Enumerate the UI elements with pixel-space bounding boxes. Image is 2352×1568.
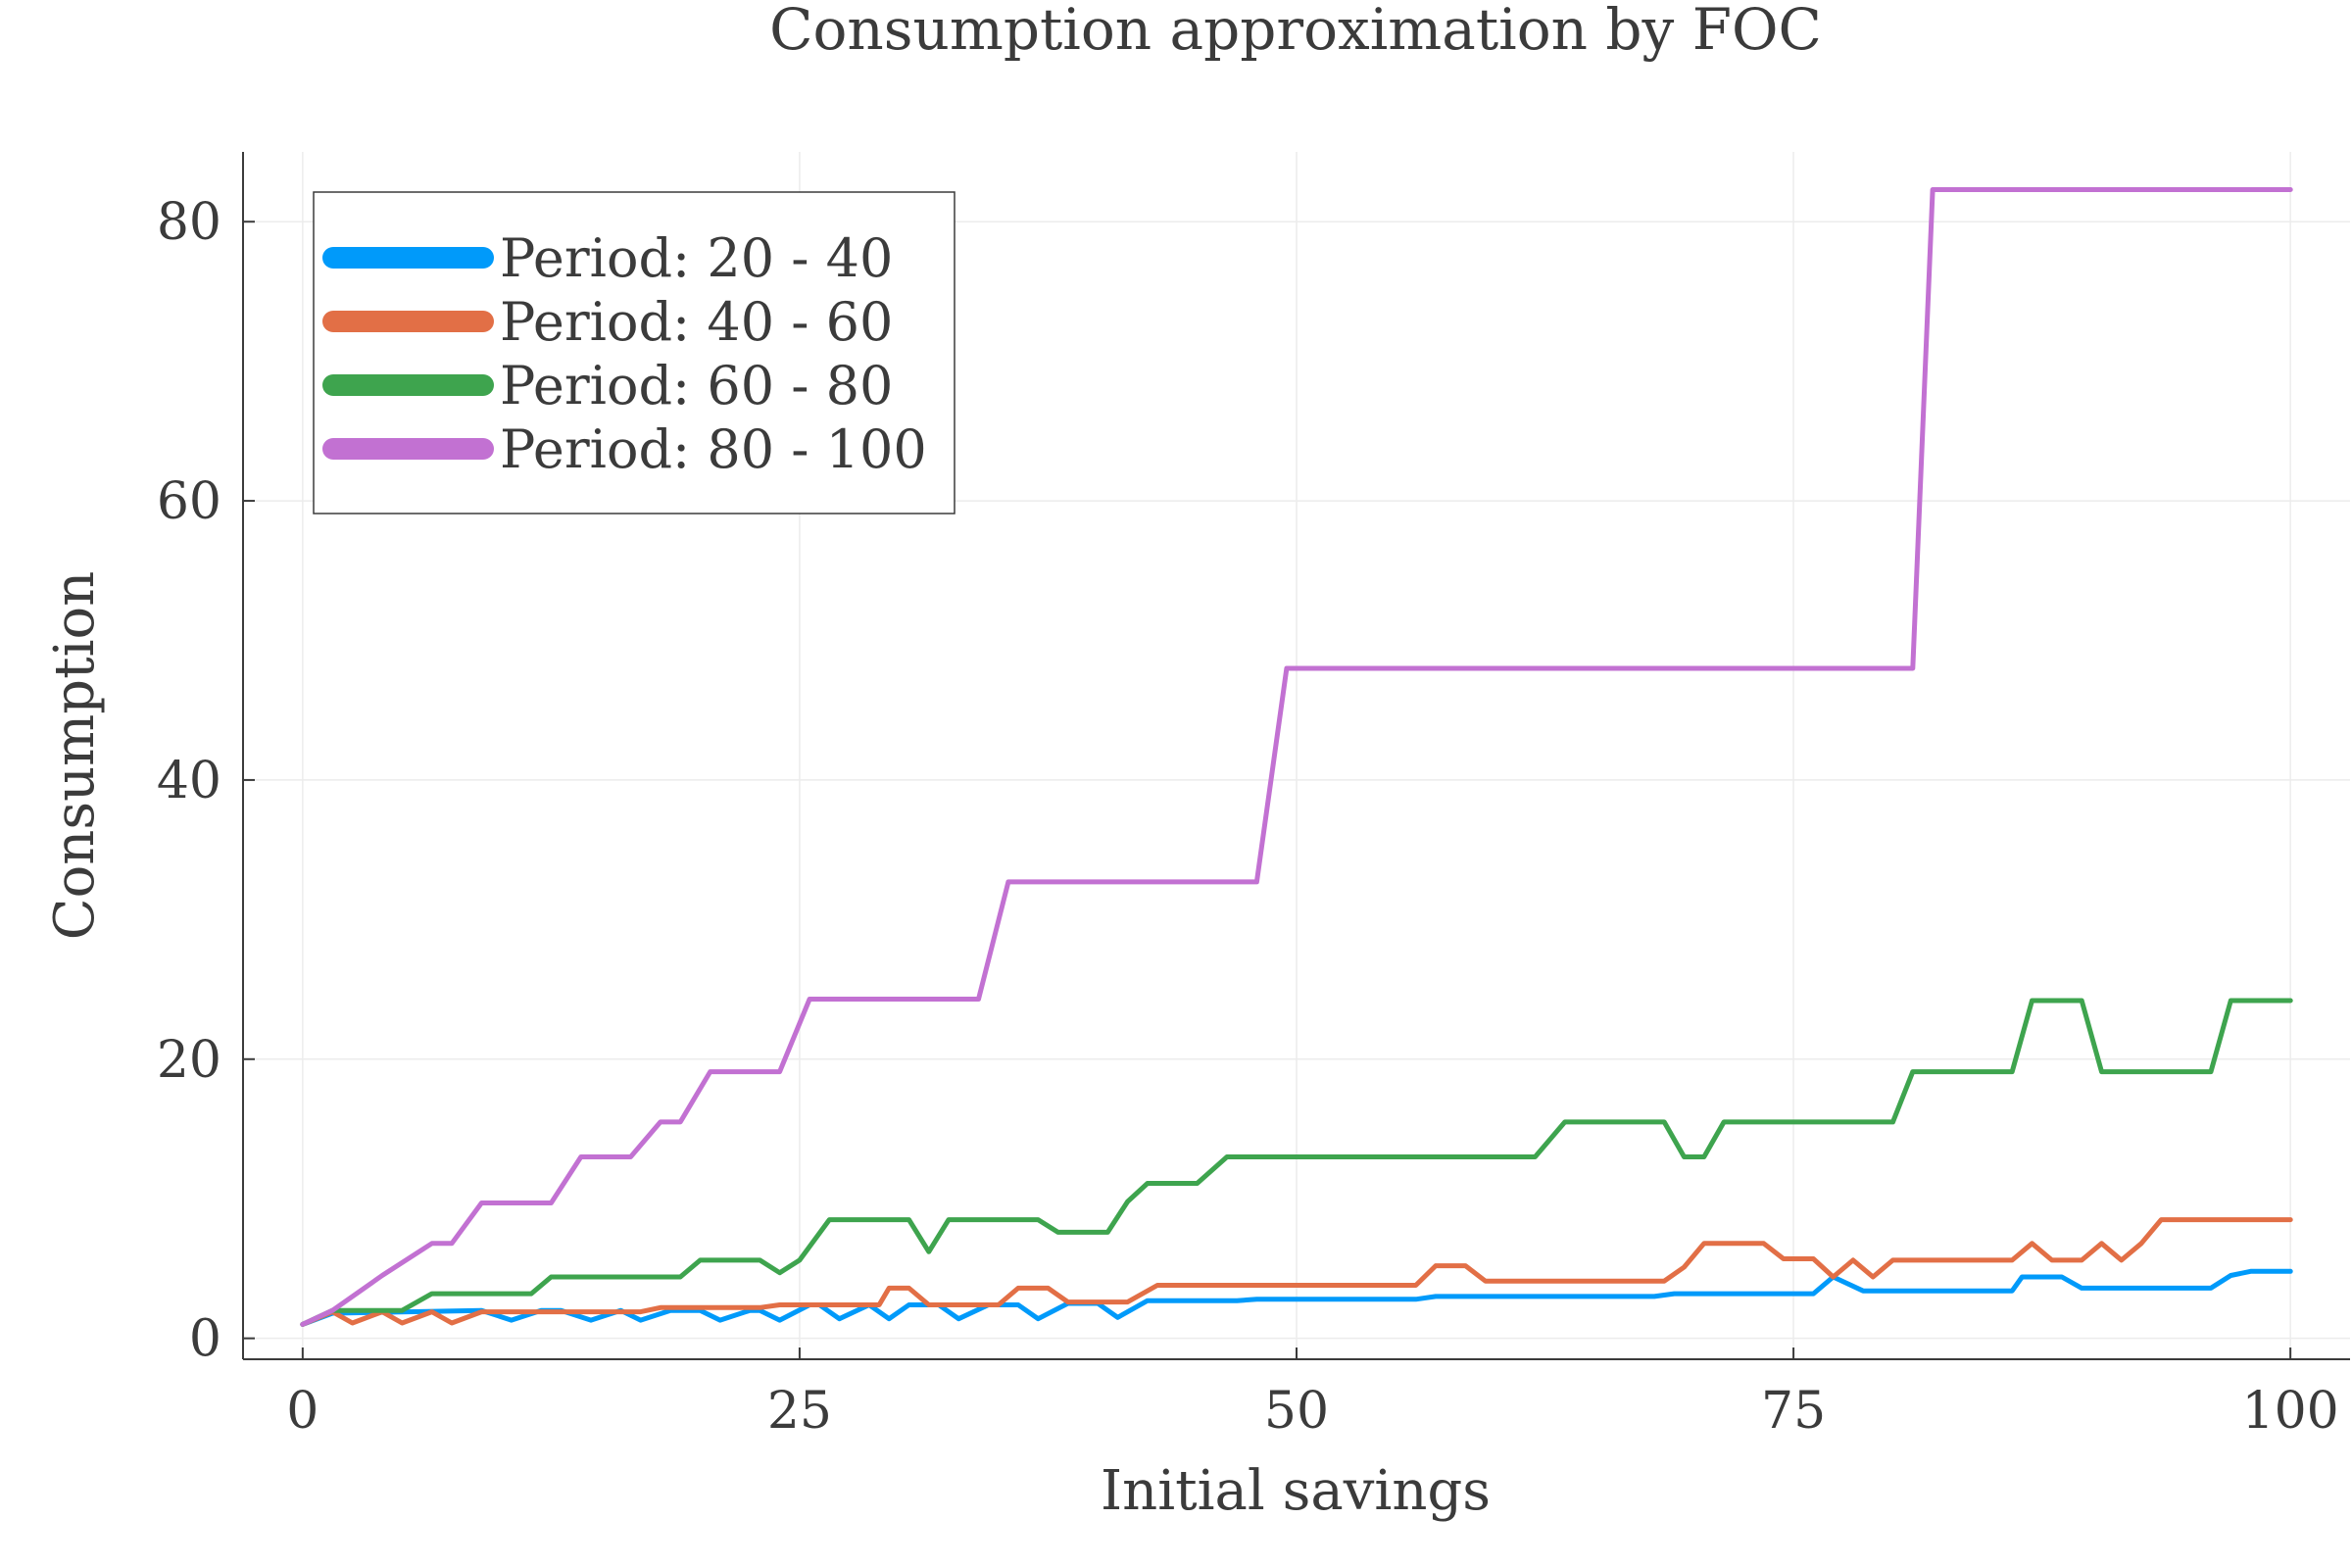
ticks: 0 25 50 75 100 0 20 40 60 80 bbox=[157, 193, 2339, 1441]
x-tick-label: 75 bbox=[1761, 1382, 1826, 1441]
legend-box bbox=[313, 191, 956, 514]
chart-title: Consumption approximation by FOC bbox=[769, 0, 1822, 63]
legend-label: Period: 60 - 80 bbox=[500, 355, 893, 416]
y-tick-label: 20 bbox=[157, 1031, 221, 1090]
legend-label: Period: 20 - 40 bbox=[500, 227, 893, 289]
x-tick-label: 50 bbox=[1264, 1382, 1329, 1441]
y-tick-label: 80 bbox=[157, 193, 221, 252]
series-layer bbox=[300, 187, 2293, 1327]
legend-label: Period: 40 - 60 bbox=[500, 291, 893, 353]
x-tick-label: 0 bbox=[286, 1382, 318, 1441]
series-line-3 bbox=[300, 998, 2293, 1327]
y-tick-label: 60 bbox=[157, 472, 221, 531]
legend-label: Period: 80 - 100 bbox=[500, 418, 927, 480]
series-line-2 bbox=[300, 1217, 2293, 1327]
series-line-4 bbox=[300, 187, 2293, 1327]
y-tick-label: 0 bbox=[189, 1310, 221, 1369]
y-axis-label: Consumption bbox=[43, 571, 107, 941]
y-tick-label: 40 bbox=[157, 752, 221, 810]
x-tick-label: 100 bbox=[2242, 1382, 2339, 1441]
x-axis-label: Initial savings bbox=[1101, 1459, 1491, 1523]
x-tick-label: 25 bbox=[767, 1382, 832, 1441]
